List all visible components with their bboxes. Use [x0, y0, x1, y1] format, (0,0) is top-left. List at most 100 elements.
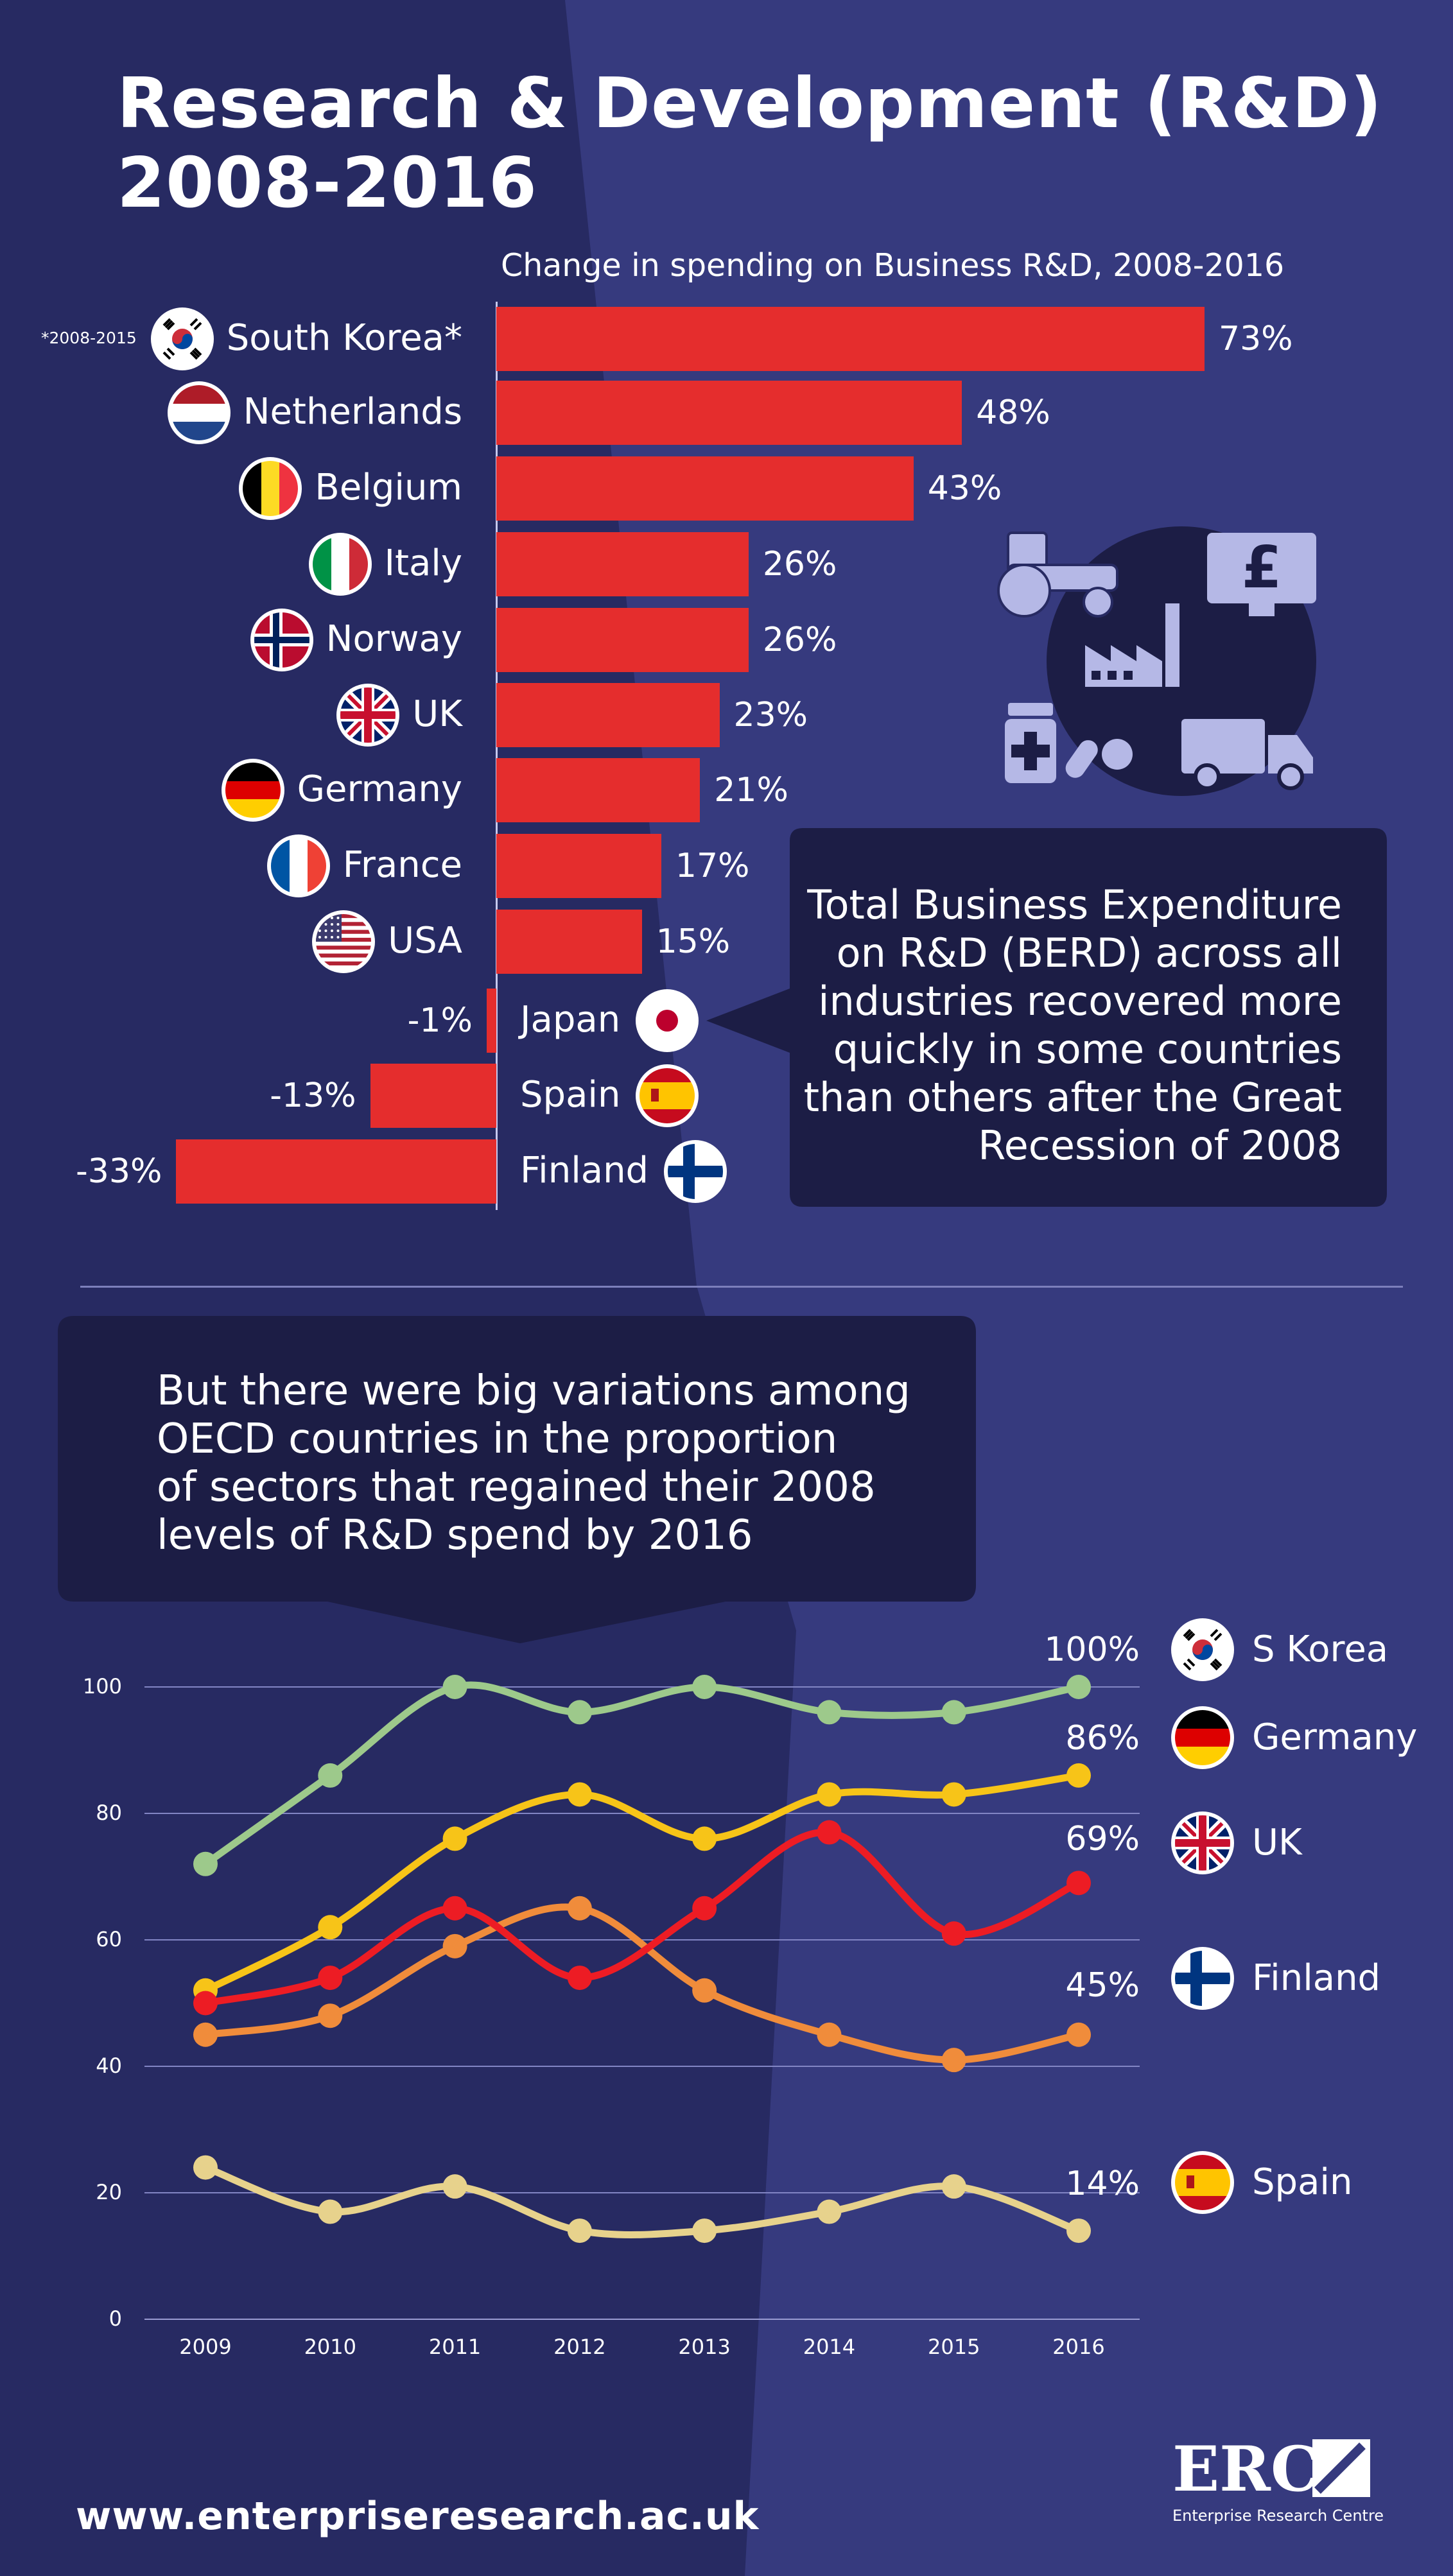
bar-category-label: Netherlands	[243, 391, 462, 433]
data-point	[941, 2174, 966, 2199]
series-end-label: 100%	[1044, 1630, 1140, 1669]
data-point	[442, 2174, 467, 2199]
japan-flag-icon	[639, 993, 695, 1048]
data-point	[817, 1820, 842, 1845]
y-tick-label: 0	[109, 2306, 122, 2331]
data-point	[817, 1782, 842, 1807]
data-point	[692, 1826, 717, 1851]
svg-text:£: £	[1242, 534, 1282, 601]
data-point	[318, 1915, 343, 1940]
series-line-finland	[202, 1903, 1083, 2064]
series-line-germany	[202, 1772, 1083, 1994]
data-point	[941, 1782, 966, 1807]
data-point	[193, 1991, 218, 2016]
logo-text: ERC	[1172, 2433, 1320, 2505]
y-tick-label: 60	[96, 1927, 122, 1951]
bar-value-label: -33%	[76, 1152, 162, 1191]
data-point	[567, 2218, 592, 2243]
x-tick-label: 2012	[553, 2335, 606, 2359]
callout-text-1: Total Business Expenditure on R&D (BERD)…	[803, 881, 1342, 1169]
bar-category-label: Germany	[297, 768, 462, 810]
bar-chart-subtitle: Change in spending on Business R&D, 2008…	[501, 247, 1285, 284]
x-tick-label: 2013	[678, 2335, 731, 2359]
bar-category-label: Italy	[384, 542, 463, 584]
legend-label: Germany	[1252, 1716, 1418, 1758]
bar-value-label: 26%	[762, 621, 837, 659]
bar	[496, 381, 962, 445]
x-tick-label: 2009	[179, 2335, 232, 2359]
bar	[496, 456, 914, 521]
data-point	[567, 1896, 592, 1921]
pound-monitor-icon: £	[1207, 533, 1316, 616]
bar	[496, 834, 661, 898]
series-end-label: 86%	[1065, 1719, 1140, 1758]
data-point	[442, 1933, 467, 1958]
data-point	[193, 2022, 218, 2047]
truck-icon	[1181, 719, 1313, 790]
data-point	[1066, 1675, 1091, 1699]
bar-value-label: 21%	[714, 771, 788, 809]
series-end-label: 45%	[1065, 1966, 1140, 2005]
bar-category-label: France	[342, 844, 462, 886]
bar	[496, 307, 1205, 371]
x-tick-label: 2016	[1052, 2335, 1105, 2359]
bar	[496, 532, 749, 596]
tractor-icon	[997, 532, 1118, 618]
legend-label: UK	[1252, 1822, 1302, 1863]
series-line-uk	[202, 1828, 1083, 2007]
bar-value-label: -13%	[270, 1076, 356, 1115]
x-tick-label: 2014	[803, 2335, 856, 2359]
y-tick-label: 100	[82, 1674, 122, 1699]
bar-zero-axis	[496, 302, 498, 1210]
data-point	[692, 1896, 717, 1921]
data-point	[193, 2155, 218, 2180]
data-point	[318, 1966, 343, 1991]
callout-text-2: But there were big variations among OECD…	[157, 1367, 910, 1559]
data-point	[318, 2003, 343, 2028]
series-line-spain	[202, 2164, 1083, 2238]
bar-category-label: Norway	[326, 618, 462, 660]
bar-value-label: -1%	[407, 1001, 473, 1040]
logo-subtitle: Enterprise Research Centre	[1172, 2507, 1384, 2525]
belgium-flag-icon	[243, 461, 299, 516]
data-point	[442, 1675, 467, 1699]
data-point	[941, 1700, 966, 1725]
bar-value-label: 23%	[733, 696, 808, 734]
bar-category-label: Finland	[520, 1150, 649, 1191]
bar-value-label: 15%	[656, 922, 731, 961]
bar-value-label: 17%	[675, 847, 750, 885]
data-point	[1066, 2022, 1091, 2047]
bar-category-label: Belgium	[315, 467, 462, 508]
bar	[496, 608, 749, 672]
netherlands-flag-icon	[171, 385, 227, 440]
bar-value-label: 73%	[1219, 320, 1293, 358]
erc-logo-icon	[1312, 2439, 1370, 2497]
bar-value-label: 43%	[927, 469, 1002, 508]
bar-category-label: Spain	[520, 1074, 621, 1116]
bar	[496, 683, 720, 747]
bar	[176, 1139, 496, 1204]
factory-icon	[1085, 603, 1179, 687]
x-tick-label: 2015	[927, 2335, 980, 2359]
bar	[486, 989, 496, 1053]
data-point	[1066, 1871, 1091, 1896]
x-tick-label: 2011	[428, 2335, 482, 2359]
data-point	[692, 1675, 717, 1699]
south-korea-flag-icon	[154, 311, 210, 367]
y-tick-label: 80	[96, 1801, 122, 1825]
finland-flag-icon	[1175, 1951, 1230, 2006]
bar-category-label: UK	[412, 693, 462, 735]
bar-category-label: Japan	[520, 999, 621, 1041]
germany-flag-icon	[1175, 1710, 1230, 1765]
data-point	[692, 1978, 717, 2003]
uk-flag-icon	[1175, 1815, 1230, 1871]
footer-url[interactable]: www.enterpriseresearch.ac.uk	[76, 2494, 760, 2539]
callout-bubble-1	[706, 828, 1387, 1207]
series-end-label: 69%	[1065, 1820, 1140, 1858]
data-point	[442, 1826, 467, 1851]
data-point	[567, 1966, 592, 1991]
bar-category-label: USA	[388, 920, 462, 962]
germany-flag-icon	[225, 763, 281, 818]
series-end-label: 14%	[1065, 2165, 1140, 2203]
